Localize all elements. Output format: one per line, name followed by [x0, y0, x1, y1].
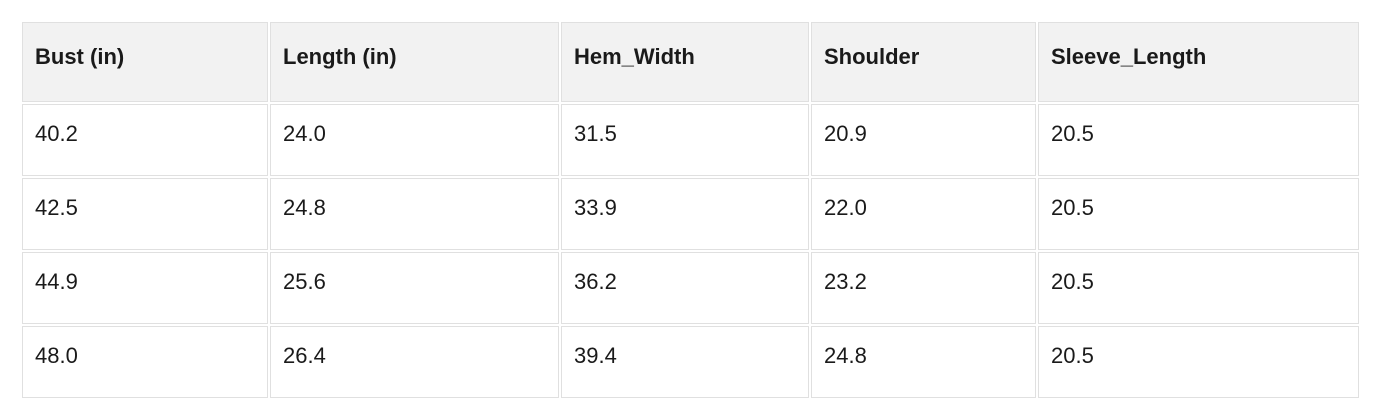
table-header-row: Bust (in) Length (in) Hem_Width Shoulder Sle… [22, 22, 1359, 102]
table-row: 40.2 24.0 31.5 20.9 20.5 [22, 104, 1359, 176]
table-cell: 20.5 [1038, 326, 1359, 398]
table-cell: 22.0 [811, 178, 1036, 250]
table-cell: 24.8 [811, 326, 1036, 398]
table-cell: 40.2 [22, 104, 268, 176]
table-cell: 23.2 [811, 252, 1036, 324]
table-cell: 20.5 [1038, 252, 1359, 324]
table-body: 40.2 24.0 31.5 20.9 20.5 42.5 24.8 33.9 22.0 20.5… [22, 104, 1359, 398]
size-measurements-table: Bust (in) Length (in) Hem_Width Shoulder Sle… [20, 20, 1361, 400]
table-cell: 31.5 [561, 104, 809, 176]
table-cell: 42.5 [22, 178, 268, 250]
table-cell: 25.6 [270, 252, 559, 324]
table-cell: 33.9 [561, 178, 809, 250]
table-cell: 20.5 [1038, 104, 1359, 176]
table-row: 42.5 24.8 33.9 22.0 20.5 [22, 178, 1359, 250]
header-row: Bust (in) Length (in) Hem_Width Shoulder Sle… [22, 22, 1359, 102]
table-row: 48.0 26.4 39.4 24.8 20.5 [22, 326, 1359, 398]
table-cell: 20.9 [811, 104, 1036, 176]
column-header: Length (in) [270, 22, 559, 102]
table-cell: 24.8 [270, 178, 559, 250]
table-cell: 24.0 [270, 104, 559, 176]
table-cell: 48.0 [22, 326, 268, 398]
table-cell: 39.4 [561, 326, 809, 398]
table-cell: 20.5 [1038, 178, 1359, 250]
table-row: 44.9 25.6 36.2 23.2 20.5 [22, 252, 1359, 324]
column-header: Shoulder [811, 22, 1036, 102]
table-cell: 36.2 [561, 252, 809, 324]
column-header: Sleeve_Length [1038, 22, 1359, 102]
column-header: Hem_Width [561, 22, 809, 102]
table-cell: 44.9 [22, 252, 268, 324]
column-header: Bust (in) [22, 22, 268, 102]
table-cell: 26.4 [270, 326, 559, 398]
